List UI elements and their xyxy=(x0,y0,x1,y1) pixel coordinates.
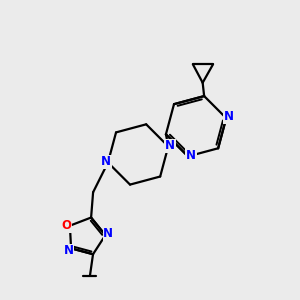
Text: O: O xyxy=(61,219,71,232)
Text: N: N xyxy=(101,155,111,168)
Text: N: N xyxy=(186,149,196,162)
Text: N: N xyxy=(64,244,74,257)
Text: N: N xyxy=(224,110,234,124)
Text: N: N xyxy=(165,139,175,152)
Text: N: N xyxy=(103,227,113,241)
